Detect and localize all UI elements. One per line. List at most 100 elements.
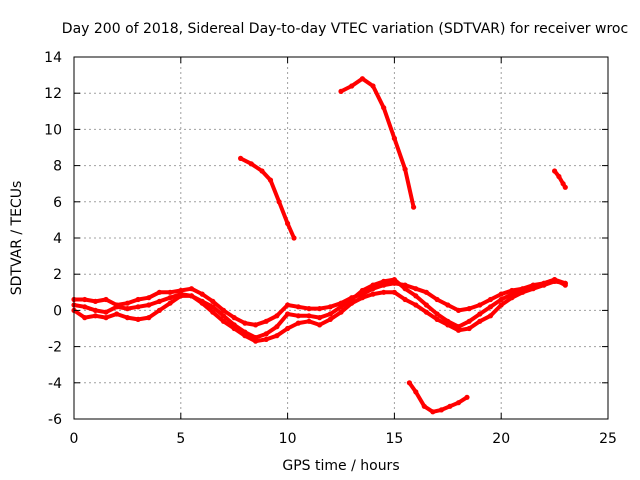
series-track-a: [71, 277, 568, 328]
data-point: [466, 325, 472, 332]
y-tick-label: 2: [53, 267, 62, 283]
data-point: [124, 306, 130, 312]
data-point: [413, 389, 419, 395]
data-point: [455, 400, 462, 406]
series-track-b: [71, 278, 568, 344]
chart-title: Day 200 of 2018, Sidereal Day-to-day VTE…: [62, 21, 628, 37]
y-tick-label: -2: [48, 340, 62, 356]
data-point: [167, 289, 173, 295]
data-point: [317, 315, 323, 321]
data-point: [327, 316, 333, 322]
y-tick-label: 12: [44, 86, 62, 102]
data-point: [114, 304, 120, 310]
data-point: [552, 168, 558, 174]
data-point: [370, 291, 376, 297]
data-point: [82, 304, 88, 310]
data-point: [402, 166, 408, 172]
x-tick-label: 15: [385, 431, 403, 447]
y-tick-label: 10: [44, 122, 62, 138]
y-tick-label: 8: [53, 159, 62, 175]
data-point: [349, 296, 355, 303]
data-point: [114, 311, 120, 317]
data-point: [455, 324, 462, 330]
data-point: [259, 168, 265, 174]
data-point: [263, 331, 269, 337]
data-point: [423, 302, 429, 308]
data-point: [381, 289, 387, 295]
data-point: [156, 307, 162, 313]
data-point: [231, 322, 237, 328]
data-point: [103, 315, 109, 321]
data-point: [487, 304, 494, 310]
data-point: [82, 315, 88, 321]
data-point: [402, 286, 408, 292]
data-point: [276, 199, 282, 205]
y-tick-label: 4: [53, 231, 62, 247]
data-point: [477, 318, 483, 324]
data-point: [124, 315, 130, 321]
data-point: [199, 298, 205, 304]
data-point: [413, 293, 419, 299]
data-point: [135, 304, 141, 310]
grid-lines: [74, 57, 608, 419]
x-tick-label: 10: [279, 431, 297, 447]
series-segment-2: [338, 76, 417, 210]
data-point: [455, 307, 462, 313]
data-point: [466, 306, 472, 312]
data-point: [103, 296, 109, 303]
data-point: [274, 333, 280, 339]
data-point: [498, 302, 504, 308]
data-point: [274, 324, 280, 330]
data-point: [82, 296, 88, 303]
data-point: [477, 311, 483, 317]
data-point: [445, 318, 451, 324]
data-point: [430, 409, 436, 415]
data-point: [306, 306, 312, 312]
data-point: [285, 220, 291, 227]
y-axis-label: SDTVAR / TECUs: [9, 181, 25, 296]
data-point: [167, 300, 173, 306]
data-point: [447, 403, 453, 409]
data-point: [509, 291, 515, 297]
axis-ticks: 0 5 10 15 20 25 -6 -4 -2 0 2 4 6 8 10 12 14: [44, 50, 617, 447]
data-point: [274, 313, 280, 319]
data-point: [423, 309, 429, 315]
data-point: [92, 313, 98, 319]
data-point: [295, 313, 301, 319]
data-point: [146, 315, 152, 321]
data-point: [210, 298, 216, 304]
data-point: [391, 289, 397, 295]
data-point: [306, 318, 312, 324]
data-point: [220, 313, 227, 319]
data-point: [178, 287, 184, 294]
data-point: [359, 76, 365, 82]
data-point: [370, 83, 376, 89]
data-point: [295, 304, 301, 310]
data-point: [263, 318, 269, 324]
y-tick-label: 0: [53, 303, 62, 319]
series-line: [339, 76, 416, 210]
data-point: [562, 184, 568, 190]
data-point: [92, 298, 98, 304]
series-segment-1: [238, 155, 297, 241]
data-point: [188, 286, 195, 292]
data-point: [402, 296, 408, 303]
data-point: [370, 282, 376, 288]
data-point: [267, 177, 274, 183]
x-tick-label: 20: [492, 431, 510, 447]
data-point: [349, 83, 355, 89]
series-line: [72, 279, 568, 344]
data-point: [253, 338, 259, 344]
data-point: [156, 289, 162, 295]
data-point: [146, 295, 152, 301]
data-point: [317, 306, 323, 312]
data-point: [487, 313, 494, 319]
series-track-c: [71, 277, 568, 341]
data-point: [406, 380, 412, 386]
y-tick-label: 6: [53, 195, 62, 211]
data-point: [520, 287, 526, 294]
data-point: [562, 282, 568, 288]
data-point: [92, 307, 98, 313]
data-point: [411, 204, 417, 210]
